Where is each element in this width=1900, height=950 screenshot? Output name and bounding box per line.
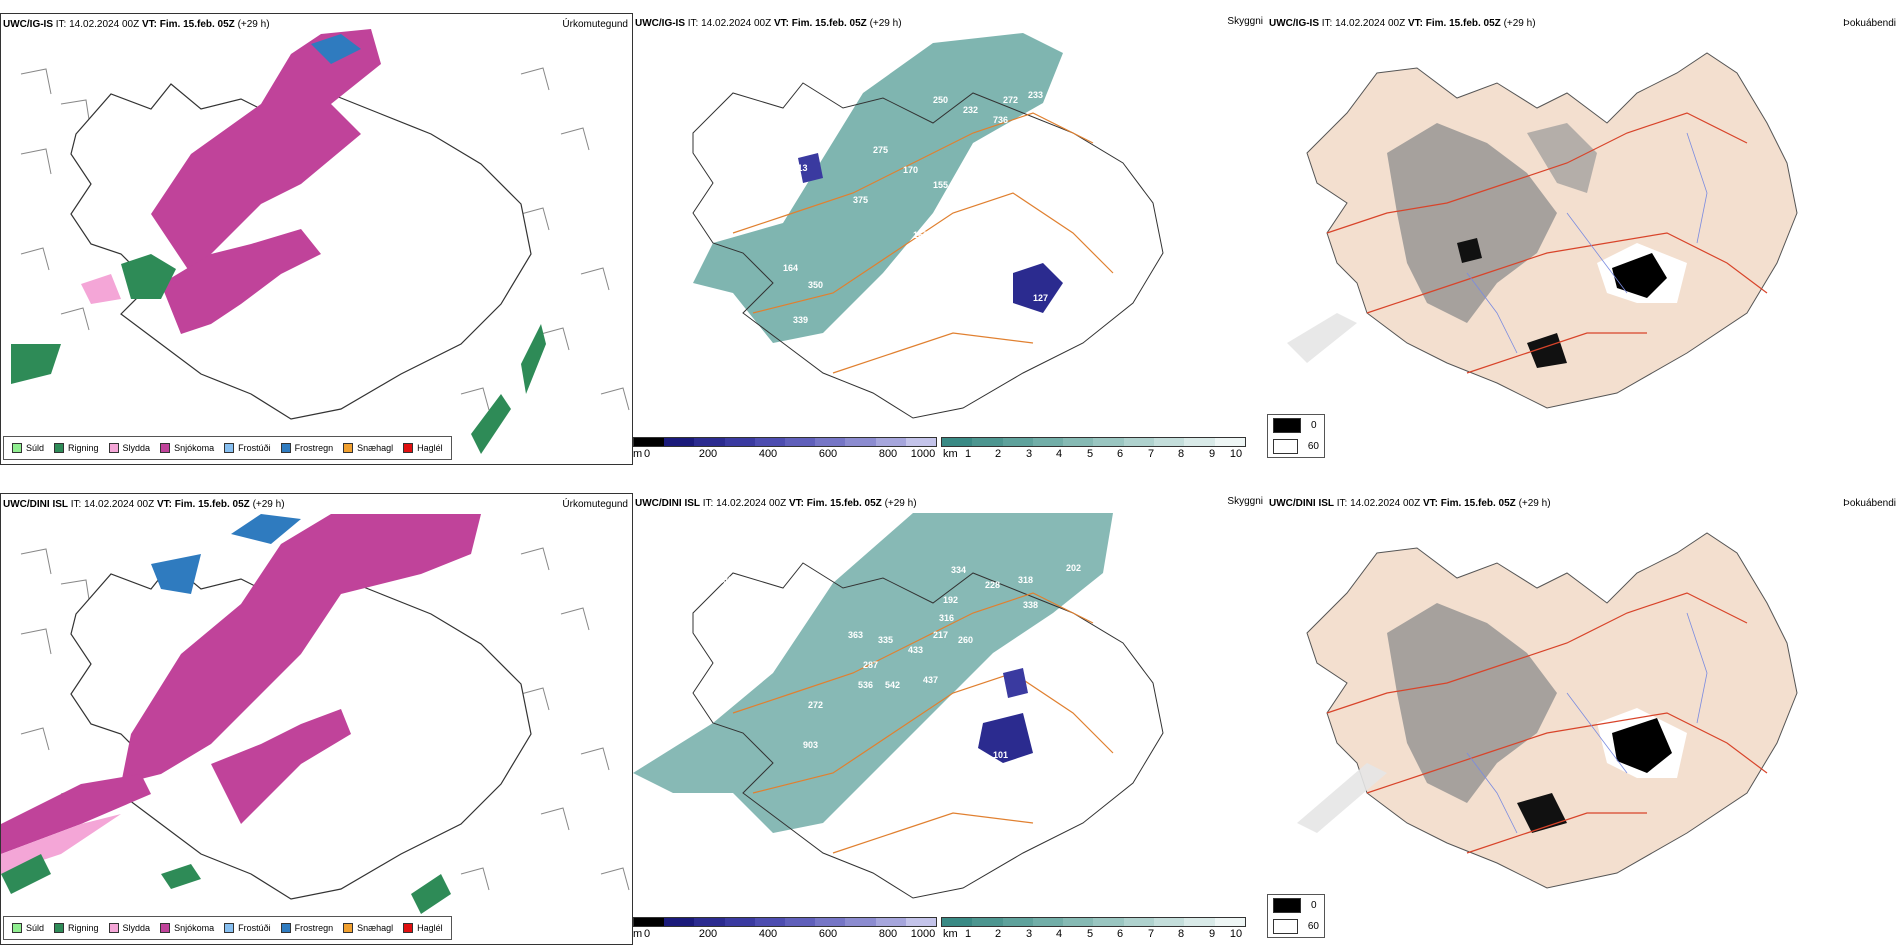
- map-value-label: 375: [853, 195, 868, 205]
- precip-legend: Súld Rigning Slydda Snjókoma Frostúði Fr…: [3, 916, 452, 940]
- product-title: Þokuábendi: [1843, 498, 1896, 509]
- iceland-land: [1306, 532, 1798, 889]
- svg-text:260: 260: [958, 635, 973, 645]
- visibility-unit: km: [943, 448, 958, 460]
- svg-text:542: 542: [885, 680, 900, 690]
- map-value-label: 1124: [933, 290, 953, 300]
- svg-text:335: 335: [878, 635, 893, 645]
- panel-visibility-dini: 180 298 334 228 318 202 192 338 316 217 …: [633, 493, 1267, 945]
- svg-text:903: 903: [803, 740, 818, 750]
- panel-visibility-igis: 113 275 250 232 272 233 736 170 155 375 …: [633, 13, 1267, 465]
- map-value-label: 170: [903, 165, 918, 175]
- svg-text:316: 316: [939, 613, 954, 623]
- map-value-label: 736: [993, 115, 1008, 125]
- legend-item-slydda: Slydda: [108, 443, 150, 453]
- svg-text:192: 192: [943, 595, 958, 605]
- svg-text:228: 228: [985, 580, 1000, 590]
- ceiling-colorbar: m 0 200 400 600 800 1000: [633, 917, 937, 941]
- fog-map: [1297, 532, 1798, 889]
- svg-text:318: 318: [1018, 575, 1033, 585]
- panel-fog-igis: UWC/IG-IS IT: 14.02.2024 00Z VT: Fim. 15…: [1267, 13, 1900, 465]
- svg-text:180: 180: [718, 575, 733, 585]
- map-value-label: 339: [793, 315, 808, 325]
- product-title: Skyggni: [1227, 16, 1263, 27]
- map-value-label: 1677: [913, 230, 933, 240]
- map-value-label: 167: [973, 270, 988, 280]
- map-value-label: 113: [793, 163, 808, 173]
- product-title: Úrkomutegund: [562, 499, 628, 510]
- legend-item-hagel: Haglél: [403, 443, 443, 453]
- model-name: UWC/IG-IS: [3, 19, 53, 30]
- svg-text:338: 338: [1023, 600, 1038, 610]
- visibility-colorbar: km 1 2 3 4 5 6 7 8 9 10: [941, 917, 1246, 941]
- svg-text:334: 334: [951, 565, 966, 575]
- product-title: Úrkomutegund: [562, 19, 628, 30]
- product-title: Þokuábendi: [1843, 18, 1896, 29]
- panel-precip-type-igis: UWC/IG-IS IT: 14.02.2024 00Z VT: Fim. 15…: [0, 13, 633, 465]
- precip-map: [11, 29, 630, 454]
- legend-item-frostregn: Frostregn: [280, 443, 333, 453]
- panel-fog-dini: UWC/DINI ISL IT: 14.02.2024 00Z VT: Fim.…: [1267, 493, 1900, 945]
- map-value-label: 295: [903, 320, 918, 330]
- map-value-label: 233: [1028, 90, 1043, 100]
- visibility-map: 113 275 250 232 272 233 736 170 155 375 …: [692, 33, 1164, 419]
- iceland-outline: [692, 82, 1164, 419]
- svg-text:97: 97: [718, 700, 728, 710]
- ceiling-colorbar-strip: [633, 437, 937, 447]
- fog-key-top: 0 60: [1267, 414, 1325, 458]
- svg-text:272: 272: [808, 700, 823, 710]
- svg-text:101: 101: [993, 750, 1008, 760]
- precip-legend: Súld Rigning Slydda Snjókoma Frostúði Fr…: [3, 436, 452, 460]
- panel-header: UWC/IG-IS IT: 14.02.2024 00Z VT: Fim. 15…: [1269, 18, 1536, 29]
- visibility-colorbar-strip: [941, 437, 1246, 447]
- map-value-label: 250: [933, 95, 948, 105]
- svg-text:298: 298: [763, 600, 778, 610]
- svg-text:287: 287: [863, 660, 878, 670]
- fog-key-bottom: 0 60: [1267, 894, 1325, 938]
- panel-header: UWC/DINI ISL IT: 14.02.2024 00Z VT: Fim.…: [1269, 498, 1551, 509]
- svg-text:363: 363: [848, 630, 863, 640]
- legend-item-rigning: Rigning: [54, 443, 99, 453]
- svg-text:536: 536: [858, 680, 873, 690]
- ceiling-unit: m: [633, 448, 643, 460]
- svg-text:217: 217: [933, 630, 948, 640]
- snow-area: [151, 29, 381, 274]
- legend-item-snjokoma: Snjókoma: [160, 443, 214, 453]
- legend-item-sudl: Súld: [12, 443, 44, 453]
- visibility-colorbar: km 1 2 3 4 5 6 7 8 9 10: [941, 437, 1246, 461]
- visibility-map: 180 298 334 228 318 202 192 338 316 217 …: [633, 513, 1164, 899]
- map-value-label: 272: [1003, 95, 1018, 105]
- precip-map: [1, 514, 630, 914]
- panel-header: UWC/IG-IS IT: 14.02.2024 00Z VT: Fim. 15…: [635, 18, 902, 29]
- fog-map: [1287, 52, 1798, 409]
- svg-text:189: 189: [973, 695, 988, 705]
- panel-header: UWC/IG-IS IT: 14.02.2024 00Z VT: Fim. 15…: [3, 19, 270, 30]
- map-value-label: 232: [963, 105, 978, 115]
- panel-header: UWC/DINI ISL IT: 14.02.2024 00Z VT: Fim.…: [3, 499, 285, 510]
- legend-item-snaehagl: Snæhagl: [343, 443, 393, 453]
- map-value-label: 164: [783, 263, 798, 273]
- panel-precip-type-dini: UWC/DINI ISL IT: 14.02.2024 00Z VT: Fim.…: [0, 493, 633, 945]
- legend-item-frostudi: Frostúði: [224, 443, 271, 453]
- map-value-label: 127: [1033, 293, 1048, 303]
- map-value-label: 97: [1020, 250, 1030, 260]
- product-title: Skyggni: [1227, 496, 1263, 507]
- map-value-label: 155: [933, 180, 948, 190]
- ceiling-colorbar: m 0 200 400 600 800 1000: [633, 437, 937, 461]
- iceland-outline: [692, 562, 1164, 899]
- map-value-label: 350: [808, 280, 823, 290]
- panel-header: UWC/DINI ISL IT: 14.02.2024 00Z VT: Fim.…: [635, 498, 917, 509]
- map-value-label: 102: [863, 305, 878, 315]
- svg-text:437: 437: [923, 675, 938, 685]
- map-value-label: 179: [943, 255, 958, 265]
- map-value-label: 275: [873, 145, 888, 155]
- svg-text:433: 433: [908, 645, 923, 655]
- svg-text:202: 202: [1066, 563, 1081, 573]
